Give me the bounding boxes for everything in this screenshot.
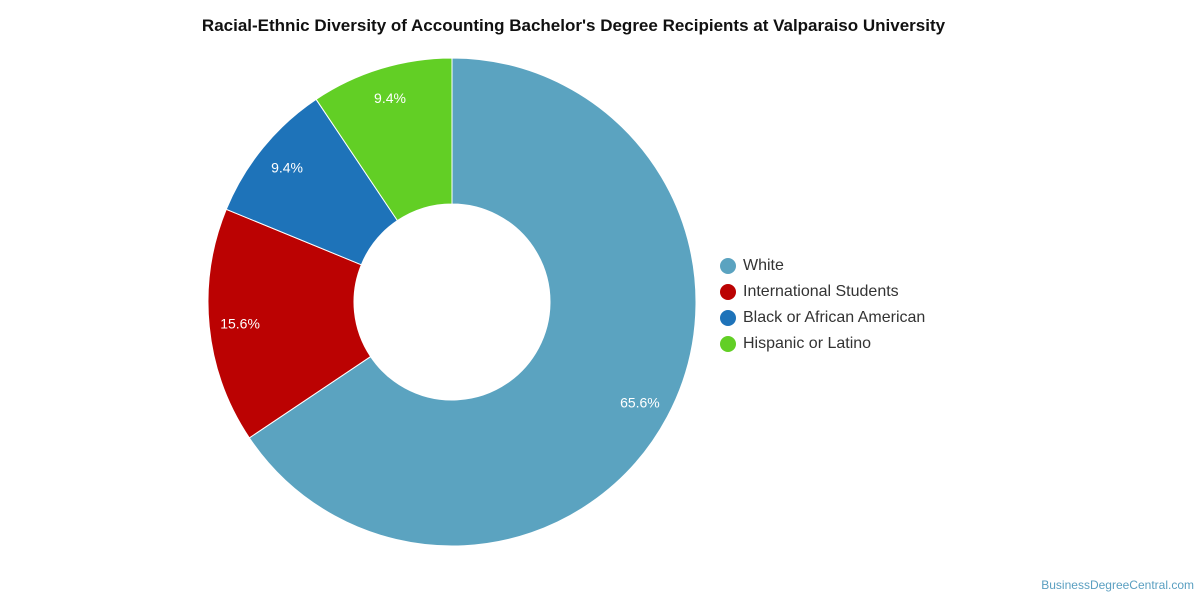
legend-swatch-icon [720, 336, 736, 352]
chart-title: Racial-Ethnic Diversity of Accounting Ba… [201, 16, 946, 35]
slice-label-white: 65.6% [620, 394, 660, 410]
legend-label: White [743, 257, 784, 274]
source-credit[interactable]: BusinessDegreeCentral.com [1041, 578, 1194, 592]
legend-swatch-icon [720, 284, 736, 300]
legend-label: Black or African American [743, 309, 926, 326]
slice-label-international-students: 15.6% [220, 315, 260, 331]
slices [207, 57, 697, 547]
slice-labels: 65.6% 15.6% 9.4% 9.4% [220, 90, 660, 410]
legend-item-international-students[interactable]: International Students [720, 279, 925, 305]
legend-swatch-icon [720, 258, 736, 274]
legend: White International Students Black or Afri… [720, 253, 925, 357]
slice-hispanic-or-latino[interactable] [315, 57, 453, 222]
slice-white[interactable] [248, 57, 697, 547]
slice-label-hispanic-or-latino: 9.4% [374, 90, 406, 106]
legend-item-black-or-african-american[interactable]: Black or African American [720, 305, 925, 331]
slice-international-students[interactable] [207, 208, 372, 439]
slice-label-black-or-african-american: 9.4% [271, 159, 303, 175]
legend-item-white[interactable]: White [720, 253, 925, 279]
legend-swatch-icon [720, 310, 736, 326]
legend-item-hispanic-or-latino[interactable]: Hispanic or Latino [720, 331, 925, 357]
legend-label: Hispanic or Latino [743, 335, 872, 352]
legend-label: International Students [743, 283, 899, 300]
